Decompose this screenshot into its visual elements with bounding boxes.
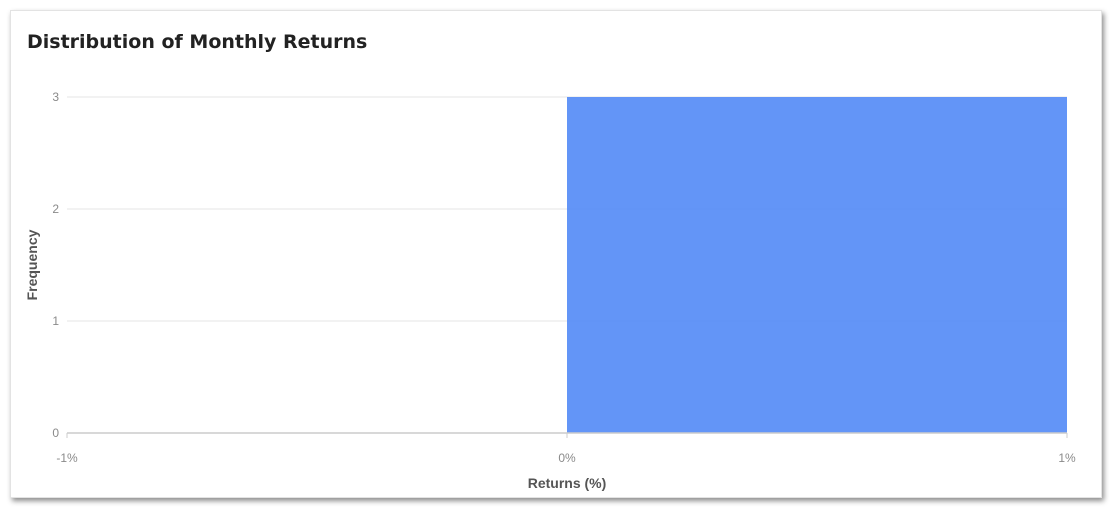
axes — [66, 432, 1068, 438]
bars — [567, 97, 1067, 433]
chart-title: Distribution of Monthly Returns — [27, 31, 368, 53]
x-axis-title: Returns (%) — [528, 475, 607, 491]
tick-labels: 0 1 2 3 -1% 0% 1% — [52, 90, 1076, 465]
y-tick-label: 3 — [52, 90, 59, 104]
x-tick-label: 1% — [1058, 451, 1076, 465]
x-tick-label: 0% — [558, 451, 576, 465]
chart-card: Distribution of Monthly Returns 0 1 2 3 -1% 0… — [10, 10, 1102, 498]
y-tick-label: 2 — [52, 202, 59, 216]
histogram-chart: 0 1 2 3 -1% 0% 1% Returns (%) Frequency — [24, 90, 1076, 491]
y-tick-label: 0 — [52, 426, 59, 440]
y-axis-title: Frequency — [24, 229, 40, 300]
x-tick-label: -1% — [56, 451, 78, 465]
y-tick-label: 1 — [52, 314, 59, 328]
histogram-bar — [567, 97, 1067, 433]
